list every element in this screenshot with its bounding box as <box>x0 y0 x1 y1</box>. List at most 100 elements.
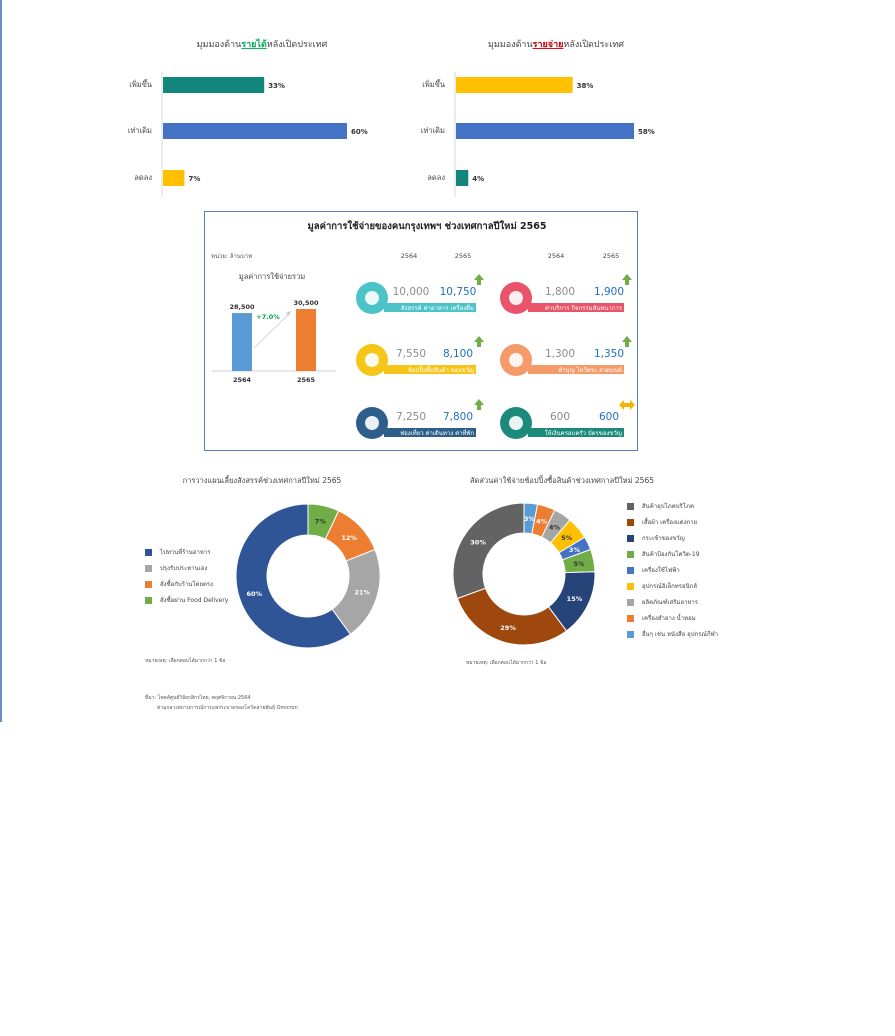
total-spending-title: มูลค่าการใช้จ่ายรวม <box>239 272 306 281</box>
category-value-2564: 10,000 <box>393 286 430 298</box>
expense-value-label: 38% <box>577 82 594 90</box>
legend-item: ปรุงรับประทานเอง <box>145 560 228 576</box>
expense-category-label: เท่าเดิม <box>421 126 445 135</box>
growth-arrow <box>253 312 291 349</box>
legend-item: กระเช้าของขวัญ <box>627 530 718 546</box>
expense-bar <box>456 170 469 186</box>
legend-label: กระเช้าของขวัญ <box>642 535 685 542</box>
trend-flat-icon <box>619 400 635 410</box>
year-header-left-2564: 2564 <box>401 252 418 260</box>
legend-item: เครื่องใช้ไฟฟ้า <box>627 562 718 578</box>
legend-label: เครื่องสำอาง น้ำหอม <box>642 615 696 622</box>
spending-panel <box>204 211 638 451</box>
donut-value-label: 60% <box>246 590 262 598</box>
income-value-label: 7% <box>188 175 200 183</box>
left-border <box>0 0 2 722</box>
donut-value-label: 4% <box>549 524 561 532</box>
year-header-right-2565: 2565 <box>603 252 620 260</box>
expense-bar <box>456 123 634 139</box>
legend-swatch <box>627 614 634 622</box>
donut-value-label: 15% <box>567 595 583 603</box>
legend-label: อุปกรณ์อิเล็กทรอนิกส์ <box>642 583 697 590</box>
donut2-legend: สินค้าอุปโภคบริโภคเสื้อผ้า เครื่องแต่งกา… <box>627 498 718 642</box>
category-label: ท่องเที่ยว ค่าเดินทาง ค่าที่พัก <box>400 429 474 437</box>
category-value-2565: 1,350 <box>594 348 624 360</box>
donut-value-label: 5% <box>561 534 573 542</box>
total-value-label: 30,500 <box>293 299 319 307</box>
panel-unit: หน่วย: ล้านบาท <box>211 253 252 260</box>
source-line-2: ท่ามกลางสถานการณ์การแพร่ระบาดของโควิดสาย… <box>157 705 298 711</box>
legend-label: เสื้อผ้า เครื่องแต่งกาย <box>642 519 698 526</box>
expense-chart-title: มุมมองด้านรายจ่ายหลังเปิดประเทศ <box>488 39 624 50</box>
panel-title: มูลค่าการใช้จ่ายของคนกรุงเทพฯ ช่วงเทศกาล… <box>308 220 547 233</box>
total-bar <box>232 313 252 371</box>
category-label-bar <box>384 303 476 312</box>
donut2-title: สัดส่วนค่าใช้จ่ายช้อปปิ้งซื้อสินค้าช่วงเ… <box>470 475 654 485</box>
legend-swatch <box>627 598 634 606</box>
legend-item: สินค้าอุปโภคบริโภค <box>627 498 718 514</box>
expense-category-label: ลดลง <box>427 173 445 182</box>
category-label: สังสรรค์ ค่าอาหาร เครื่องดื่ม <box>401 304 474 312</box>
category-value-2565: 8,100 <box>443 348 473 360</box>
total-value-label: 28,500 <box>229 303 255 311</box>
legend-label: ปรุงรับประทานเอง <box>160 565 208 572</box>
donut-value-label: 3% <box>569 546 581 554</box>
total-bar <box>296 309 316 371</box>
legend-label: สินค้าป้องกันโควิด-19 <box>642 551 700 558</box>
donut-value-label: 7% <box>315 517 327 525</box>
legend-swatch <box>627 566 634 574</box>
category-label-bar <box>384 365 476 374</box>
shopping-cart-icon <box>365 353 379 367</box>
category-value-2564: 1,800 <box>545 286 575 298</box>
donut-slice <box>456 587 568 646</box>
legend-label: เครื่องใช้ไฟฟ้า <box>642 567 680 574</box>
year-header-right-2564: 2564 <box>548 252 565 260</box>
donut-value-label: 4% <box>536 517 548 525</box>
legend-swatch <box>145 548 152 556</box>
trend-up-icon <box>622 336 632 347</box>
source-line-1: ที่มา: โพลล์ศูนย์วิจัยกสิกรไทย, พฤศจิกาย… <box>145 695 251 701</box>
donut-slice <box>452 502 525 600</box>
category-label: ค่าบริการ กิจกรรมสันทนาการ <box>545 305 623 312</box>
category-value-2564: 7,250 <box>396 411 426 423</box>
growth-arrow-head <box>286 311 291 316</box>
donut-value-label: 3% <box>524 515 536 523</box>
donut1-title: การวางแผนเลี้ยงสังสรรค์ช่วงเทศกาลปีใหม่ … <box>183 475 342 485</box>
donut-slice <box>235 503 352 649</box>
expense-value-label: 58% <box>638 128 655 136</box>
legend-swatch <box>145 580 152 588</box>
legend-item: สินค้าป้องกันโควิด-19 <box>627 546 718 562</box>
legend-item: อุปกรณ์อิเล็กทรอนิกส์ <box>627 578 718 594</box>
income-chart-title: มุมมองด้านรายได้หลังเปิดประเทศ <box>197 38 328 50</box>
category-label: ช้อปปิ้งซื้อสินค้า ของขวัญ <box>408 364 474 374</box>
income-bar <box>163 123 347 139</box>
legend-label: สินค้าอุปโภคบริโภค <box>642 503 694 510</box>
legend-swatch <box>145 564 152 572</box>
legend-label: ไปทานที่ร้านอาหาร <box>160 549 211 556</box>
donut-value-label: 12% <box>341 534 357 542</box>
expense-bar <box>456 77 573 93</box>
trend-up-icon <box>474 399 484 410</box>
growth-label: +7.0% <box>256 313 280 321</box>
legend-swatch <box>627 550 634 558</box>
category-label-bar <box>528 365 624 374</box>
dinner-plate-icon <box>365 291 379 305</box>
expense-value-label: 4% <box>472 175 484 183</box>
legend-label: สั่งซื้อผ่าน Food Delivery <box>160 597 229 604</box>
legend-label: สั่งซื้อกับร้านโดยตรง <box>160 581 214 588</box>
category-value-2564: 1,300 <box>545 348 575 360</box>
income-bar <box>163 170 185 186</box>
legend-item: ไปทานที่ร้านอาหาร <box>145 544 228 560</box>
donut1-note: หมายเหตุ: เลือกตอบได้มากกว่า 1 ข้อ <box>145 658 226 664</box>
income-value-label: 60% <box>351 128 368 136</box>
category-label-bar <box>528 303 624 312</box>
category-value-2565: 10,750 <box>440 286 477 298</box>
legend-label: อื่นๆ เช่น หนังสือ อุปกรณ์กีฬา <box>642 631 719 638</box>
legend-swatch <box>627 630 634 638</box>
legend-swatch <box>627 518 634 526</box>
category-value-2565: 600 <box>599 411 619 423</box>
